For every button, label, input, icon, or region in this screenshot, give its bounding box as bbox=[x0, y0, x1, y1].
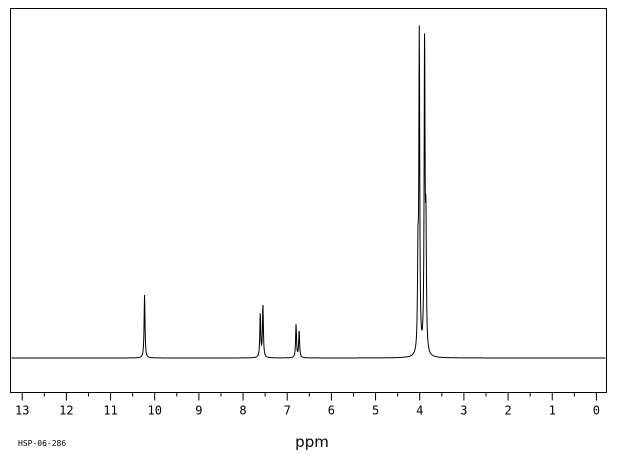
x-tick-label: 2 bbox=[504, 404, 511, 418]
x-tick-label: 3 bbox=[460, 404, 467, 418]
x-tick-label: 13 bbox=[15, 404, 29, 418]
plot-frame bbox=[10, 8, 607, 393]
spectrum-line bbox=[11, 25, 606, 359]
x-axis-ticks bbox=[21, 392, 597, 401]
x-tick-label: 8 bbox=[239, 404, 246, 418]
x-tick-label: 5 bbox=[372, 404, 379, 418]
x-tick-label: 4 bbox=[416, 404, 423, 418]
x-tick-label: 0 bbox=[593, 404, 600, 418]
x-tick-label: 7 bbox=[284, 404, 291, 418]
x-axis-tick-labels: 13 12 11 10 9 8 7 6 5 4 3 2 1 0 bbox=[15, 404, 600, 418]
x-tick-label: 6 bbox=[328, 404, 335, 418]
x-tick-label: 1 bbox=[549, 404, 556, 418]
x-tick-label: 12 bbox=[59, 404, 73, 418]
x-axis-label: ppm bbox=[295, 433, 329, 451]
sample-code-label: HSP-06-286 bbox=[18, 439, 66, 448]
x-tick-label: 11 bbox=[103, 404, 117, 418]
x-tick-label: 10 bbox=[147, 404, 161, 418]
x-tick-label: 9 bbox=[195, 404, 202, 418]
